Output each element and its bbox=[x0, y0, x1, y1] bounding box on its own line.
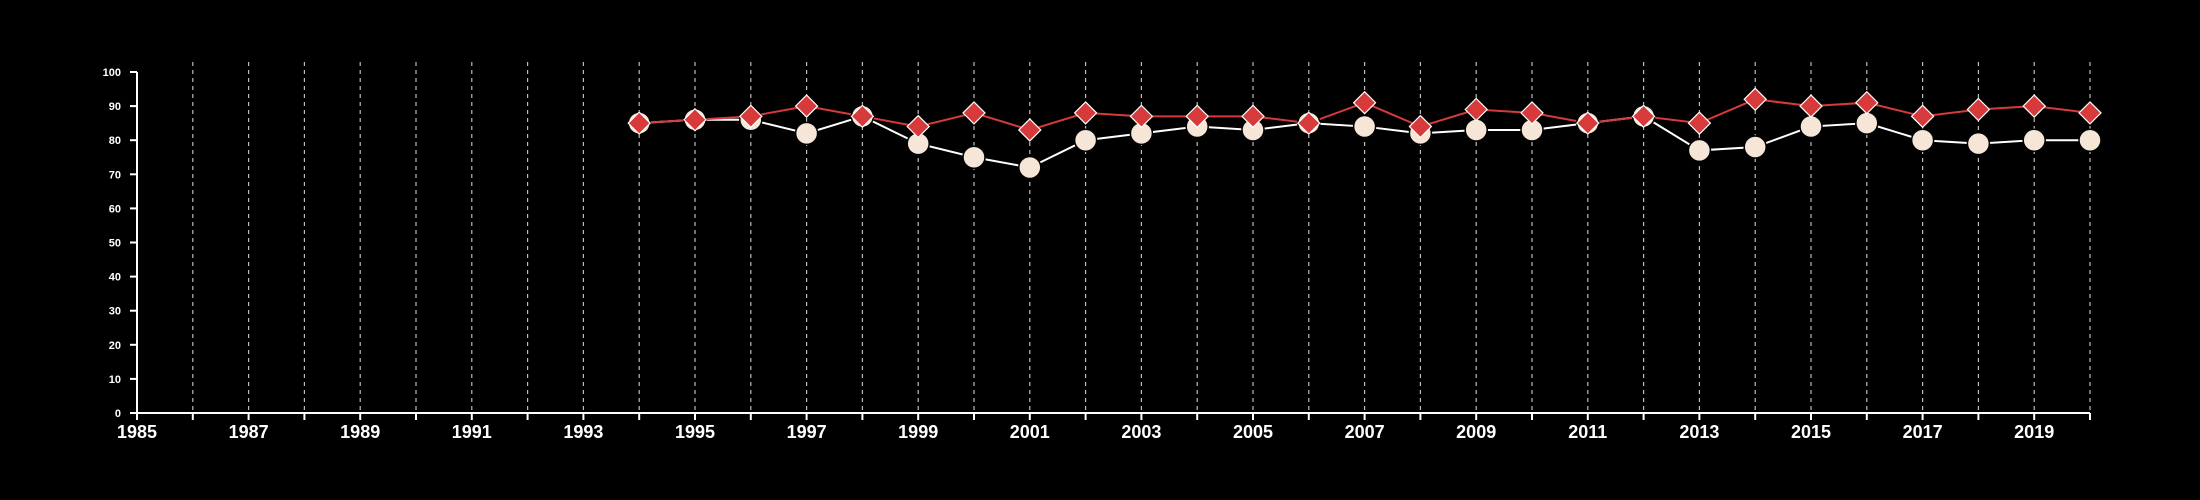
point-circle bbox=[2078, 128, 2102, 152]
point-diamond bbox=[794, 94, 819, 118]
point-diamond bbox=[1073, 101, 1098, 125]
point-circle bbox=[1018, 155, 1042, 180]
x-tick-label: 2017 bbox=[1903, 422, 1943, 442]
x-tick-label: 2011 bbox=[1568, 422, 1607, 442]
point-circle bbox=[1799, 114, 1823, 139]
y-tick-label: 10 bbox=[109, 374, 121, 386]
y-tick-label: 80 bbox=[109, 135, 121, 147]
point-circle bbox=[962, 145, 986, 169]
point-diamond bbox=[906, 114, 931, 139]
point-diamond bbox=[1854, 90, 1879, 115]
point-diamond bbox=[683, 107, 707, 132]
x-tick-label: 1999 bbox=[898, 422, 938, 442]
x-tick-label: 1995 bbox=[675, 422, 715, 442]
point-diamond bbox=[1464, 97, 1489, 122]
point-diamond bbox=[1296, 111, 1321, 135]
y-tick-label: 40 bbox=[109, 272, 121, 284]
point-circle bbox=[1743, 135, 1767, 159]
point-diamond bbox=[962, 101, 986, 125]
y-tick-label: 0 bbox=[115, 408, 121, 420]
x-tick-label: 1993 bbox=[563, 422, 603, 442]
series bbox=[627, 87, 2102, 180]
axes: 1985 1987 1989 1991 1993 1995 1997 1999 2001 2003… bbox=[103, 67, 2091, 442]
x-tick-label: 2003 bbox=[1121, 422, 1161, 442]
point-circle bbox=[1352, 114, 1377, 139]
y-tick-label: 60 bbox=[109, 203, 121, 215]
x-tick-label: 2015 bbox=[1791, 422, 1831, 442]
point-circle bbox=[794, 121, 819, 146]
point-circle bbox=[1855, 111, 1879, 135]
x-tick-label: 2007 bbox=[1345, 422, 1385, 442]
point-circle bbox=[1687, 138, 1712, 163]
point-diamond bbox=[738, 104, 763, 129]
point-diamond bbox=[1520, 101, 1544, 125]
point-diamond bbox=[1966, 97, 1991, 122]
x-tick-label: 2001 bbox=[1010, 422, 1050, 442]
point-circle bbox=[1966, 131, 1991, 156]
point-circle bbox=[2022, 128, 2046, 152]
point-diamond bbox=[2022, 94, 2047, 118]
point-diamond bbox=[1910, 104, 1935, 129]
point-diamond bbox=[850, 104, 875, 129]
y-tick-label: 20 bbox=[109, 340, 121, 352]
y-tick-label: 70 bbox=[109, 169, 121, 181]
x-tick-label: 1987 bbox=[229, 422, 269, 442]
point-diamond bbox=[1185, 104, 1210, 129]
point-diamond bbox=[1352, 90, 1377, 115]
point-diamond bbox=[1408, 114, 1433, 139]
x-tick-label: 1985 bbox=[117, 422, 157, 442]
point-circle bbox=[1910, 128, 1935, 152]
point-circle bbox=[1464, 118, 1488, 142]
point-diamond bbox=[1129, 104, 1154, 129]
x-tick-label: 2005 bbox=[1233, 422, 1273, 442]
x-tick-label: 2013 bbox=[1679, 422, 1719, 442]
point-diamond bbox=[1631, 104, 1656, 129]
x-tick-label: 2009 bbox=[1456, 422, 1496, 442]
x-tick-label: 1991 bbox=[452, 422, 492, 442]
point-diamond bbox=[627, 111, 652, 135]
point-diamond bbox=[1575, 111, 1600, 135]
point-diamond bbox=[1743, 87, 1768, 112]
point-diamond bbox=[1687, 111, 1712, 135]
y-tick-label: 30 bbox=[109, 306, 121, 318]
point-diamond bbox=[2078, 101, 2102, 125]
x-tick-label: 1989 bbox=[340, 422, 380, 442]
x-tick-label: 2019 bbox=[2014, 422, 2054, 442]
y-tick-label: 90 bbox=[109, 101, 121, 113]
point-diamond bbox=[1017, 118, 1042, 142]
point-circle bbox=[1073, 128, 1098, 152]
x-tick-label: 1997 bbox=[787, 422, 827, 442]
y-tick-label: 50 bbox=[109, 238, 121, 250]
point-diamond bbox=[1241, 104, 1265, 129]
point-diamond bbox=[1799, 94, 1823, 118]
y-tick-label: 100 bbox=[103, 67, 121, 79]
